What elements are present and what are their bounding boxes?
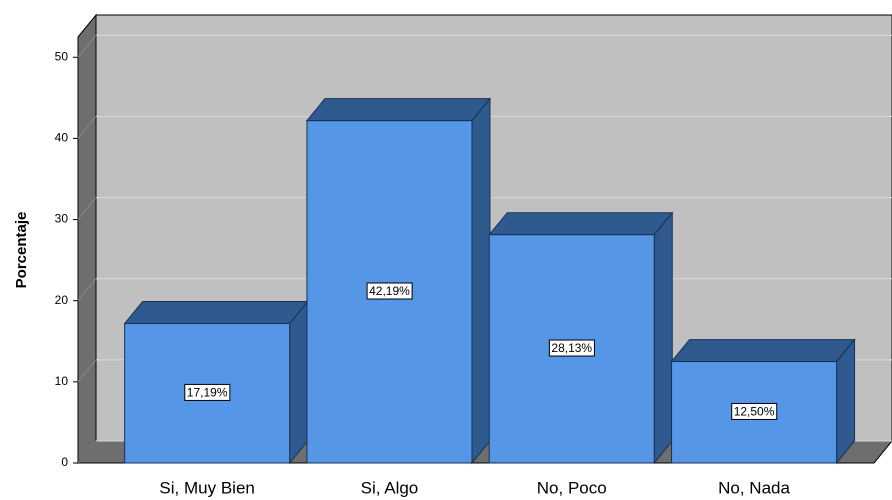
value-label-box	[184, 383, 231, 401]
x-tick-label: No, Poco	[537, 478, 607, 497]
y-tick-label: 20	[55, 293, 69, 307]
grid-line	[77, 197, 97, 220]
x-tick-label: No, Nada	[718, 478, 790, 497]
value-label-box	[548, 339, 595, 357]
bar-top	[305, 98, 492, 122]
x-tick-label: Si, Muy Bien	[159, 478, 254, 497]
bar-top	[670, 339, 856, 363]
value-label: 12,50%	[734, 404, 775, 418]
bar-side	[289, 300, 309, 465]
x-tick-label: Si, Algo	[361, 478, 419, 497]
value-label-box	[366, 282, 413, 300]
value-label: 17,19%	[187, 385, 228, 399]
value-label-box	[731, 402, 778, 420]
bar-top	[123, 301, 309, 325]
bar-side	[836, 338, 856, 465]
bar-top	[488, 212, 674, 236]
bar-side	[471, 97, 491, 465]
value-label: 28,13%	[551, 341, 592, 355]
bar-side	[653, 211, 673, 465]
left-wall	[77, 13, 97, 465]
y-tick-label: 30	[55, 212, 69, 226]
y-axis-title: Porcentaje	[13, 212, 30, 289]
y-tick-label: 0	[61, 455, 68, 469]
y-tick-label: 10	[55, 374, 69, 388]
grid-line	[77, 116, 97, 139]
grid-line	[77, 34, 97, 58]
y-tick-label: 40	[55, 131, 69, 145]
grid-line	[77, 440, 97, 464]
value-label: 42,19%	[369, 284, 410, 298]
grid-line	[77, 278, 97, 302]
y-tick-label: 50	[55, 49, 69, 63]
grid-line	[77, 359, 97, 383]
